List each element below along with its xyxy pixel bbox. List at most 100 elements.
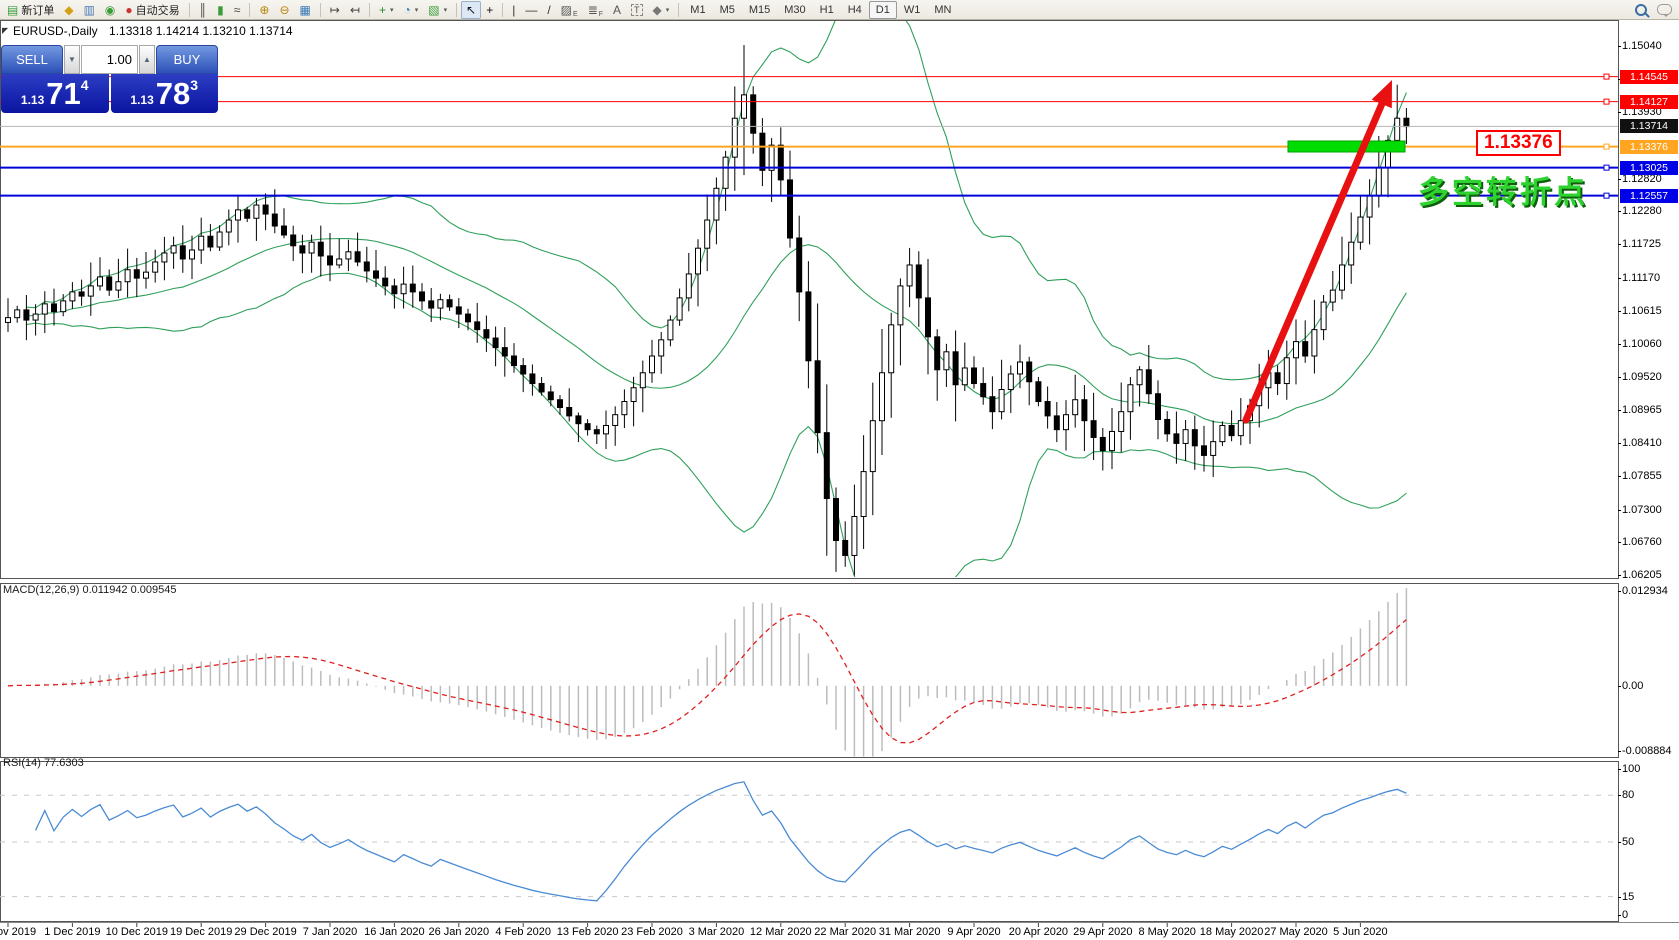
crosshair-icon: + (486, 2, 494, 17)
buy-price-base: 1.13 (130, 93, 154, 107)
macd-values: 0.011942 0.009545 (82, 584, 177, 596)
buy-button[interactable]: BUY (156, 45, 218, 74)
horizontal-line-button[interactable]: — (520, 1, 542, 19)
rsi-levels (0, 794, 1618, 898)
sell-price-point: 4 (80, 77, 89, 93)
search-icon (1635, 3, 1647, 16)
vertical-line-icon: | (512, 2, 516, 17)
tf-mn-label: MN (934, 3, 952, 16)
signal-icon-button[interactable]: ◉ (100, 1, 120, 19)
text-button[interactable]: A (608, 1, 626, 19)
toolbar-separator (368, 2, 370, 17)
support-zone-bar[interactable] (1287, 140, 1406, 153)
signal-icon-icon: ◉ (104, 2, 116, 17)
autotrading-button[interactable]: ● 自动交易 (120, 1, 184, 19)
zoom-in-icon: ⊕ (259, 2, 270, 17)
symbol-title: EURUSD-,Daily 1.13318 1.14214 1.13210 1.… (13, 24, 293, 38)
symbol-name: EURUSD-,Daily (13, 24, 98, 38)
rsi-name: RSI(14) (3, 757, 41, 769)
tf-m5-label: M5 (719, 3, 735, 16)
chart-corner-icon: ◤ (2, 26, 9, 35)
fibonacci-button[interactable]: ≣ F (583, 1, 608, 19)
zoom-out-button[interactable]: ⊖ (274, 1, 294, 19)
tf-m15-button[interactable]: M15 (742, 1, 777, 19)
period-button[interactable]: ◔ ▾ (399, 1, 424, 19)
tf-mn-button[interactable]: MN (927, 1, 958, 19)
tf-m30-button[interactable]: M30 (777, 1, 812, 19)
volume-input[interactable]: 1.00 (81, 45, 138, 74)
horizontal-line-icon: — (525, 2, 538, 17)
sell-button[interactable]: SELL (1, 45, 63, 74)
tf-h1-button[interactable]: H1 (813, 1, 841, 19)
template-button[interactable]: ▧ ▾ (423, 1, 452, 19)
icon-subscript: F (598, 10, 604, 18)
macd-indicator-label: MACD(12,26,9) 0.011942 0.009545 (3, 584, 176, 596)
rsi-line (35, 781, 1407, 902)
trend-arrow[interactable] (1242, 80, 1392, 424)
candlesticks (5, 45, 1410, 576)
turning-point-annotation[interactable]: 多空转折点 (1418, 175, 1588, 210)
chart-shift-icon: ↤ (349, 2, 360, 17)
new-order-icon: ▤ (7, 2, 19, 17)
tf-m1-button[interactable]: M1 (683, 1, 712, 19)
tile-windows-icon: ▦ (299, 2, 311, 17)
sell-price-base: 1.13 (20, 93, 45, 107)
equidistant-channel-button[interactable]: ▨ E (556, 1, 583, 19)
chat-icon-button[interactable] (1652, 1, 1677, 19)
tile-windows-button[interactable]: ▦ (295, 1, 316, 19)
sell-price-pips: 71 (46, 75, 81, 111)
bar-chart-button[interactable]: ║ (194, 1, 213, 19)
icon-subscript: E (573, 10, 578, 18)
macd-signal-line (7, 613, 1407, 744)
crosshair-button[interactable]: + (481, 1, 498, 19)
vertical-line-button[interactable]: | (507, 1, 520, 19)
tf-m5-button[interactable]: M5 (713, 1, 742, 19)
tf-d1-button[interactable]: D1 (868, 0, 897, 19)
trendline-button[interactable]: / (542, 1, 555, 19)
auto-scroll-button[interactable]: ↦ (325, 1, 345, 19)
tf-w1-label: W1 (903, 3, 921, 16)
bar-chart-icon: ║ (198, 2, 208, 17)
equidistant-channel-icon: ▨ (560, 2, 573, 17)
buy-price-display[interactable]: 1.13 78 3 (110, 74, 218, 113)
new-order-button[interactable]: ▤ 新订单 (2, 1, 59, 19)
dropdown-caret-icon[interactable]: ▾ (414, 6, 419, 14)
cursor-button[interactable]: ↖ (461, 0, 482, 19)
volume-decrease-button[interactable]: ▼ (64, 45, 80, 74)
candlestick-chart-button[interactable]: ▮ (212, 1, 229, 19)
tf-w1-button[interactable]: W1 (897, 1, 928, 19)
level-handle (1603, 192, 1610, 199)
chart-shift-button[interactable]: ↤ (345, 1, 365, 19)
add-indicator-button[interactable]: + ▾ (374, 1, 399, 19)
toolbar-separator (456, 2, 458, 17)
price-annotation-label[interactable]: 1.13376 (1476, 130, 1561, 156)
symbol-ohlc: 1.13318 1.14214 1.13210 1.13714 (109, 24, 293, 38)
search-icon-button[interactable] (1630, 1, 1652, 19)
buy-price-pips: 78 (155, 75, 191, 111)
dropdown-caret-icon[interactable]: ▾ (389, 6, 394, 14)
line-chart-button[interactable]: ≈ (229, 1, 246, 19)
megaphone-icon-icon: ◆ (64, 2, 74, 17)
add-indicator-icon: + (378, 2, 386, 17)
sell-price-display[interactable]: 1.13 71 4 (1, 74, 109, 113)
text-label-button[interactable]: T (626, 1, 648, 19)
megaphone-icon-button[interactable]: ◆ (59, 1, 78, 19)
dropdown-caret-icon[interactable]: ▾ (665, 6, 670, 14)
rsi-indicator-label: RSI(14) 77.6303 (3, 757, 84, 769)
community-icon-button[interactable]: ▥ (79, 1, 100, 19)
candlestick-chart-icon: ▮ (217, 2, 224, 17)
toolbar-separator (249, 2, 251, 17)
shapes-button[interactable]: ◆ ▾ (648, 1, 675, 19)
autotrading-icon: ● (125, 2, 133, 17)
tf-m30-label: M30 (784, 3, 806, 16)
volume-increase-button[interactable]: ▲ (139, 45, 155, 74)
toolbar: ▤ 新订单 ◆ ▥ ◉ ● 自动交易 ║ ▮ ≈ ⊕ ⊖ ▦ ↦ ↤ + ▾ ◔ ▾ ▧ ▾ ↖ + | — / ▨ E ≣ F A T ◆ ▾ M… (0, 0, 1679, 20)
dropdown-caret-icon[interactable]: ▾ (443, 6, 448, 14)
toolbar-separator (188, 2, 190, 17)
tf-d1-label: D1 (875, 3, 890, 16)
template-icon: ▧ (428, 2, 440, 17)
tf-h4-button[interactable]: H4 (841, 1, 869, 19)
line-chart-icon: ≈ (233, 2, 241, 17)
zoom-in-button[interactable]: ⊕ (254, 1, 274, 19)
